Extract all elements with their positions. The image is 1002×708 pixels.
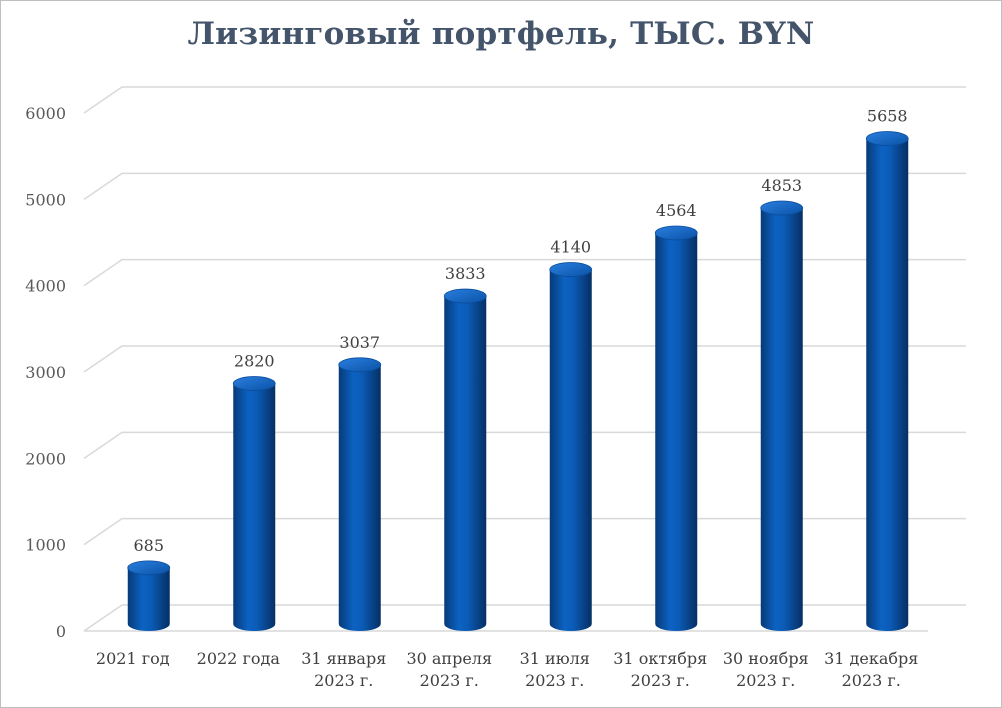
- x-tick-label: 2023 г.: [314, 671, 373, 690]
- gridlines: [83, 86, 966, 632]
- x-tick-label: 30 ноября: [723, 649, 809, 668]
- data-label: 2820: [234, 352, 275, 371]
- gridline: [83, 258, 966, 287]
- bar: [127, 560, 171, 631]
- x-tick-label: 30 апреля: [406, 649, 492, 668]
- gridline: [83, 172, 966, 200]
- bar: [549, 262, 593, 631]
- data-labels: 685 2820 3037 3833 4140 4564 4853 5658: [133, 107, 907, 555]
- bar: [443, 288, 487, 631]
- bar: [760, 200, 804, 631]
- data-label: 3833: [445, 264, 486, 283]
- x-tick-label: 2023 г.: [631, 671, 690, 690]
- x-tick-label: 31 октября: [613, 649, 707, 668]
- bar: [232, 376, 276, 631]
- x-tick-label: 2022 года: [197, 649, 281, 668]
- y-tick-label: 3000: [25, 363, 66, 382]
- y-tick-label: 6000: [25, 104, 66, 123]
- bar: [654, 225, 698, 631]
- bars: [127, 131, 909, 631]
- y-tick-label: 1000: [25, 536, 66, 555]
- gridline: [83, 604, 966, 632]
- gridline: [83, 345, 966, 373]
- gridline: [83, 431, 966, 459]
- y-tick-label: 2000: [25, 449, 66, 468]
- data-label: 5658: [867, 107, 908, 126]
- bar: [865, 131, 909, 631]
- data-label: 4564: [656, 201, 697, 220]
- y-tick-label: 4000: [25, 277, 66, 296]
- x-tick-label: 2023 г.: [842, 671, 901, 690]
- axes: 0 1000 2000 3000 4000 5000 6000 2021 год 2022 го…: [25, 104, 928, 690]
- gridline: [83, 517, 966, 546]
- x-tick-label: 2021 год: [96, 649, 170, 668]
- y-tick-label: 0: [56, 622, 66, 641]
- y-tick-label: 5000: [25, 190, 66, 209]
- x-tick-label: 31 июля: [520, 649, 590, 668]
- chart-title: Лизинговый портфель, ТЫС. BYN: [187, 16, 815, 52]
- x-tick-label: 2023 г.: [525, 671, 584, 690]
- x-tick-label: 2023 г.: [420, 671, 479, 690]
- bar: [338, 357, 382, 631]
- data-label: 685: [133, 536, 164, 555]
- x-tick-label: 31 января: [301, 649, 386, 668]
- gridline: [83, 86, 966, 114]
- data-label: 4140: [550, 238, 591, 257]
- x-tick-label: 31 декабря: [824, 649, 918, 668]
- x-tick-label: 2023 г.: [736, 671, 795, 690]
- data-label: 3037: [339, 333, 380, 352]
- data-label: 4853: [761, 176, 802, 195]
